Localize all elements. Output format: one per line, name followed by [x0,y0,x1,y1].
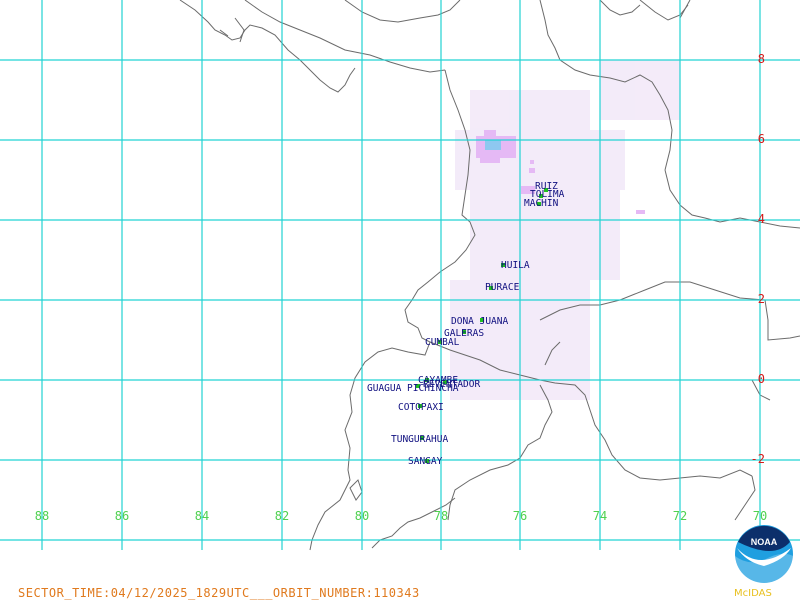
latitude-label: 2 [758,292,765,306]
volcano-label: TUNGURAHUA [391,434,448,445]
volcano-marker [425,378,429,382]
volcano-label: GUAGUA PICHINCHA [367,383,459,394]
sector-time-footer: SECTOR_TIME:04/12/2025_1829UTC___ORBIT_N… [18,586,420,600]
volcano-label: REVENTADOR [423,379,480,390]
ash-detection-blob [476,130,645,214]
volcano-marker [425,459,429,463]
volcano-marker [501,263,505,267]
volcano-label: PURACE [485,282,520,293]
latitude-label: 6 [758,132,765,146]
longitude-label: 80 [355,509,369,523]
volcano-marker [537,202,541,206]
volcano-marker [416,384,420,388]
volcano-label: RUIZ [535,181,558,192]
volcano-label: CAYAMBE [418,375,458,386]
latitude-label: 4 [758,212,765,226]
volcano-label: COTOPAXI [398,402,444,413]
volcano-label: SANGAY [408,456,443,467]
noaa-logo-text: NOAA [751,537,778,547]
volcano-marker [544,188,548,192]
volcano-label: TOLIMA [530,189,565,200]
volcano-marker [443,380,447,384]
graticule [0,0,800,550]
volcano-marker [480,318,484,322]
haze-layer [450,60,680,400]
longitude-label: 76 [513,509,527,523]
volcano-marker [420,436,424,440]
volcano-label: DONA JUANA [451,316,508,327]
latitude-label: -2 [751,452,765,466]
longitude-label: 70 [753,509,767,523]
volcano-marker [438,340,442,344]
longitude-label: 82 [275,509,289,523]
longitude-label: 78 [434,509,448,523]
volcano-label: HUILA [501,260,530,271]
longitude-label: 88 [35,509,49,523]
mcidas-label: McIDAS [734,588,772,599]
longitude-label: 84 [195,509,209,523]
longitude-label: 86 [115,509,129,523]
longitude-label: 74 [593,509,607,523]
longitude-label: 72 [673,509,687,523]
volcano-label: GALERAS [444,328,484,339]
volcano-marker [489,286,493,290]
noaa-logo: NOAA [735,525,793,585]
volcano-label: MACHIN [524,198,559,209]
latitude-label: 8 [758,52,765,66]
latitude-label: 0 [758,372,765,386]
volcano-marker [462,330,466,334]
volcano-marker [539,194,543,198]
volcano-marker [418,404,422,408]
volcano-label: CUMBAL [425,337,460,348]
